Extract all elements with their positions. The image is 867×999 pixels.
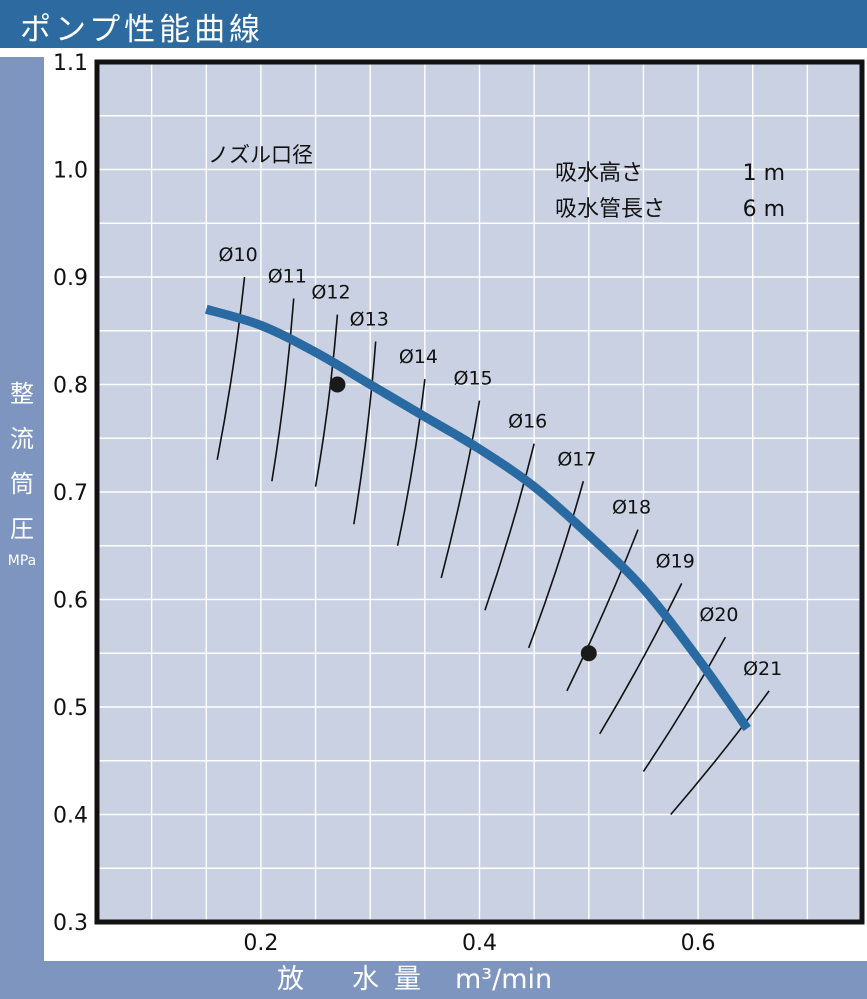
y-axis-title-char: 流 [10, 425, 34, 453]
x-axis-title: 放 水 量 m³/min [44, 962, 867, 998]
nozzle-line [642, 636, 727, 772]
nozzle-line [440, 400, 481, 579]
nozzle-line [216, 276, 246, 460]
y-tick-label: 0.8 [53, 374, 88, 399]
nozzle-label: Ø18 [612, 497, 651, 519]
pump-curve [205, 304, 751, 732]
condition-value: 6 m [743, 197, 785, 222]
data-point [329, 376, 346, 393]
nozzle-line [527, 481, 585, 649]
plot-frame [94, 59, 865, 925]
x-tick-label: 0.4 [462, 931, 497, 956]
nozzle-line [599, 583, 683, 735]
y-axis-band [0, 57, 44, 999]
y-axis-title: 整 流 筒 圧 MPa [0, 372, 44, 570]
condition-label: 吸水管長さ [555, 197, 665, 222]
y-axis-title-char: 整 [10, 380, 34, 408]
y-tick-label: 0.5 [53, 696, 88, 721]
nozzle-label: Ø12 [311, 282, 350, 304]
x-tick-labels: 0.2 0.4 0.6 [243, 931, 715, 956]
y-tick-label: 0.6 [53, 589, 88, 614]
x-axis-unit: m³/min [455, 964, 553, 995]
y-tick-labels: 0.3 0.4 0.5 0.6 0.7 0.8 0.9 1.0 1.1 [53, 51, 88, 936]
y-axis-title-char: 圧 [10, 515, 34, 543]
nozzle-line [314, 314, 339, 487]
nozzle-label: Ø14 [399, 346, 438, 368]
title-bar: ポンプ性能曲線 [0, 0, 867, 48]
y-tick-label: 0.3 [53, 911, 88, 936]
nozzle-label: Ø17 [557, 448, 596, 470]
condition-value: 1 m [743, 161, 785, 186]
title-divider [0, 48, 867, 51]
data-points [329, 376, 597, 662]
x-axis-title-char: 放 [277, 964, 304, 995]
nozzle-line [353, 341, 377, 525]
condition-label: 吸水高さ [555, 161, 643, 186]
nozzle-line [566, 529, 639, 692]
y-axis-unit: MPa [7, 553, 37, 569]
data-point [580, 645, 597, 662]
nozzle-line [484, 443, 535, 611]
y-axis-title-char: 筒 [10, 470, 34, 498]
nozzle-line [271, 298, 295, 482]
nozzle-label: Ø20 [699, 604, 738, 626]
y-tick-label: 1.0 [53, 159, 88, 184]
x-axis-title-char: 量 [394, 964, 421, 995]
nozzle-line [670, 690, 770, 816]
x-tick-label: 0.6 [681, 931, 716, 956]
page-title: ポンプ性能曲線 [20, 12, 265, 48]
y-tick-label: 1.1 [53, 51, 88, 76]
nozzle-line [396, 379, 426, 546]
x-axis-band [44, 961, 867, 999]
nozzle-label: Ø21 [743, 658, 782, 680]
grid [97, 62, 862, 922]
nozzle-label: Ø11 [268, 266, 307, 288]
x-tick-label: 0.2 [243, 931, 278, 956]
y-tick-label: 0.7 [53, 481, 88, 506]
nozzle-label: Ø13 [350, 309, 389, 331]
nozzle-label: Ø15 [454, 368, 493, 390]
nozzle-diameter-label: ノズル口径 [208, 143, 313, 167]
y-tick-label: 0.4 [53, 804, 88, 829]
nozzle-label: Ø16 [508, 411, 547, 433]
nozzle-label: Ø10 [219, 244, 258, 266]
y-tick-label: 0.9 [53, 266, 88, 291]
x-axis-title-char: 水 [352, 964, 379, 995]
nozzle-label: Ø19 [656, 550, 695, 572]
